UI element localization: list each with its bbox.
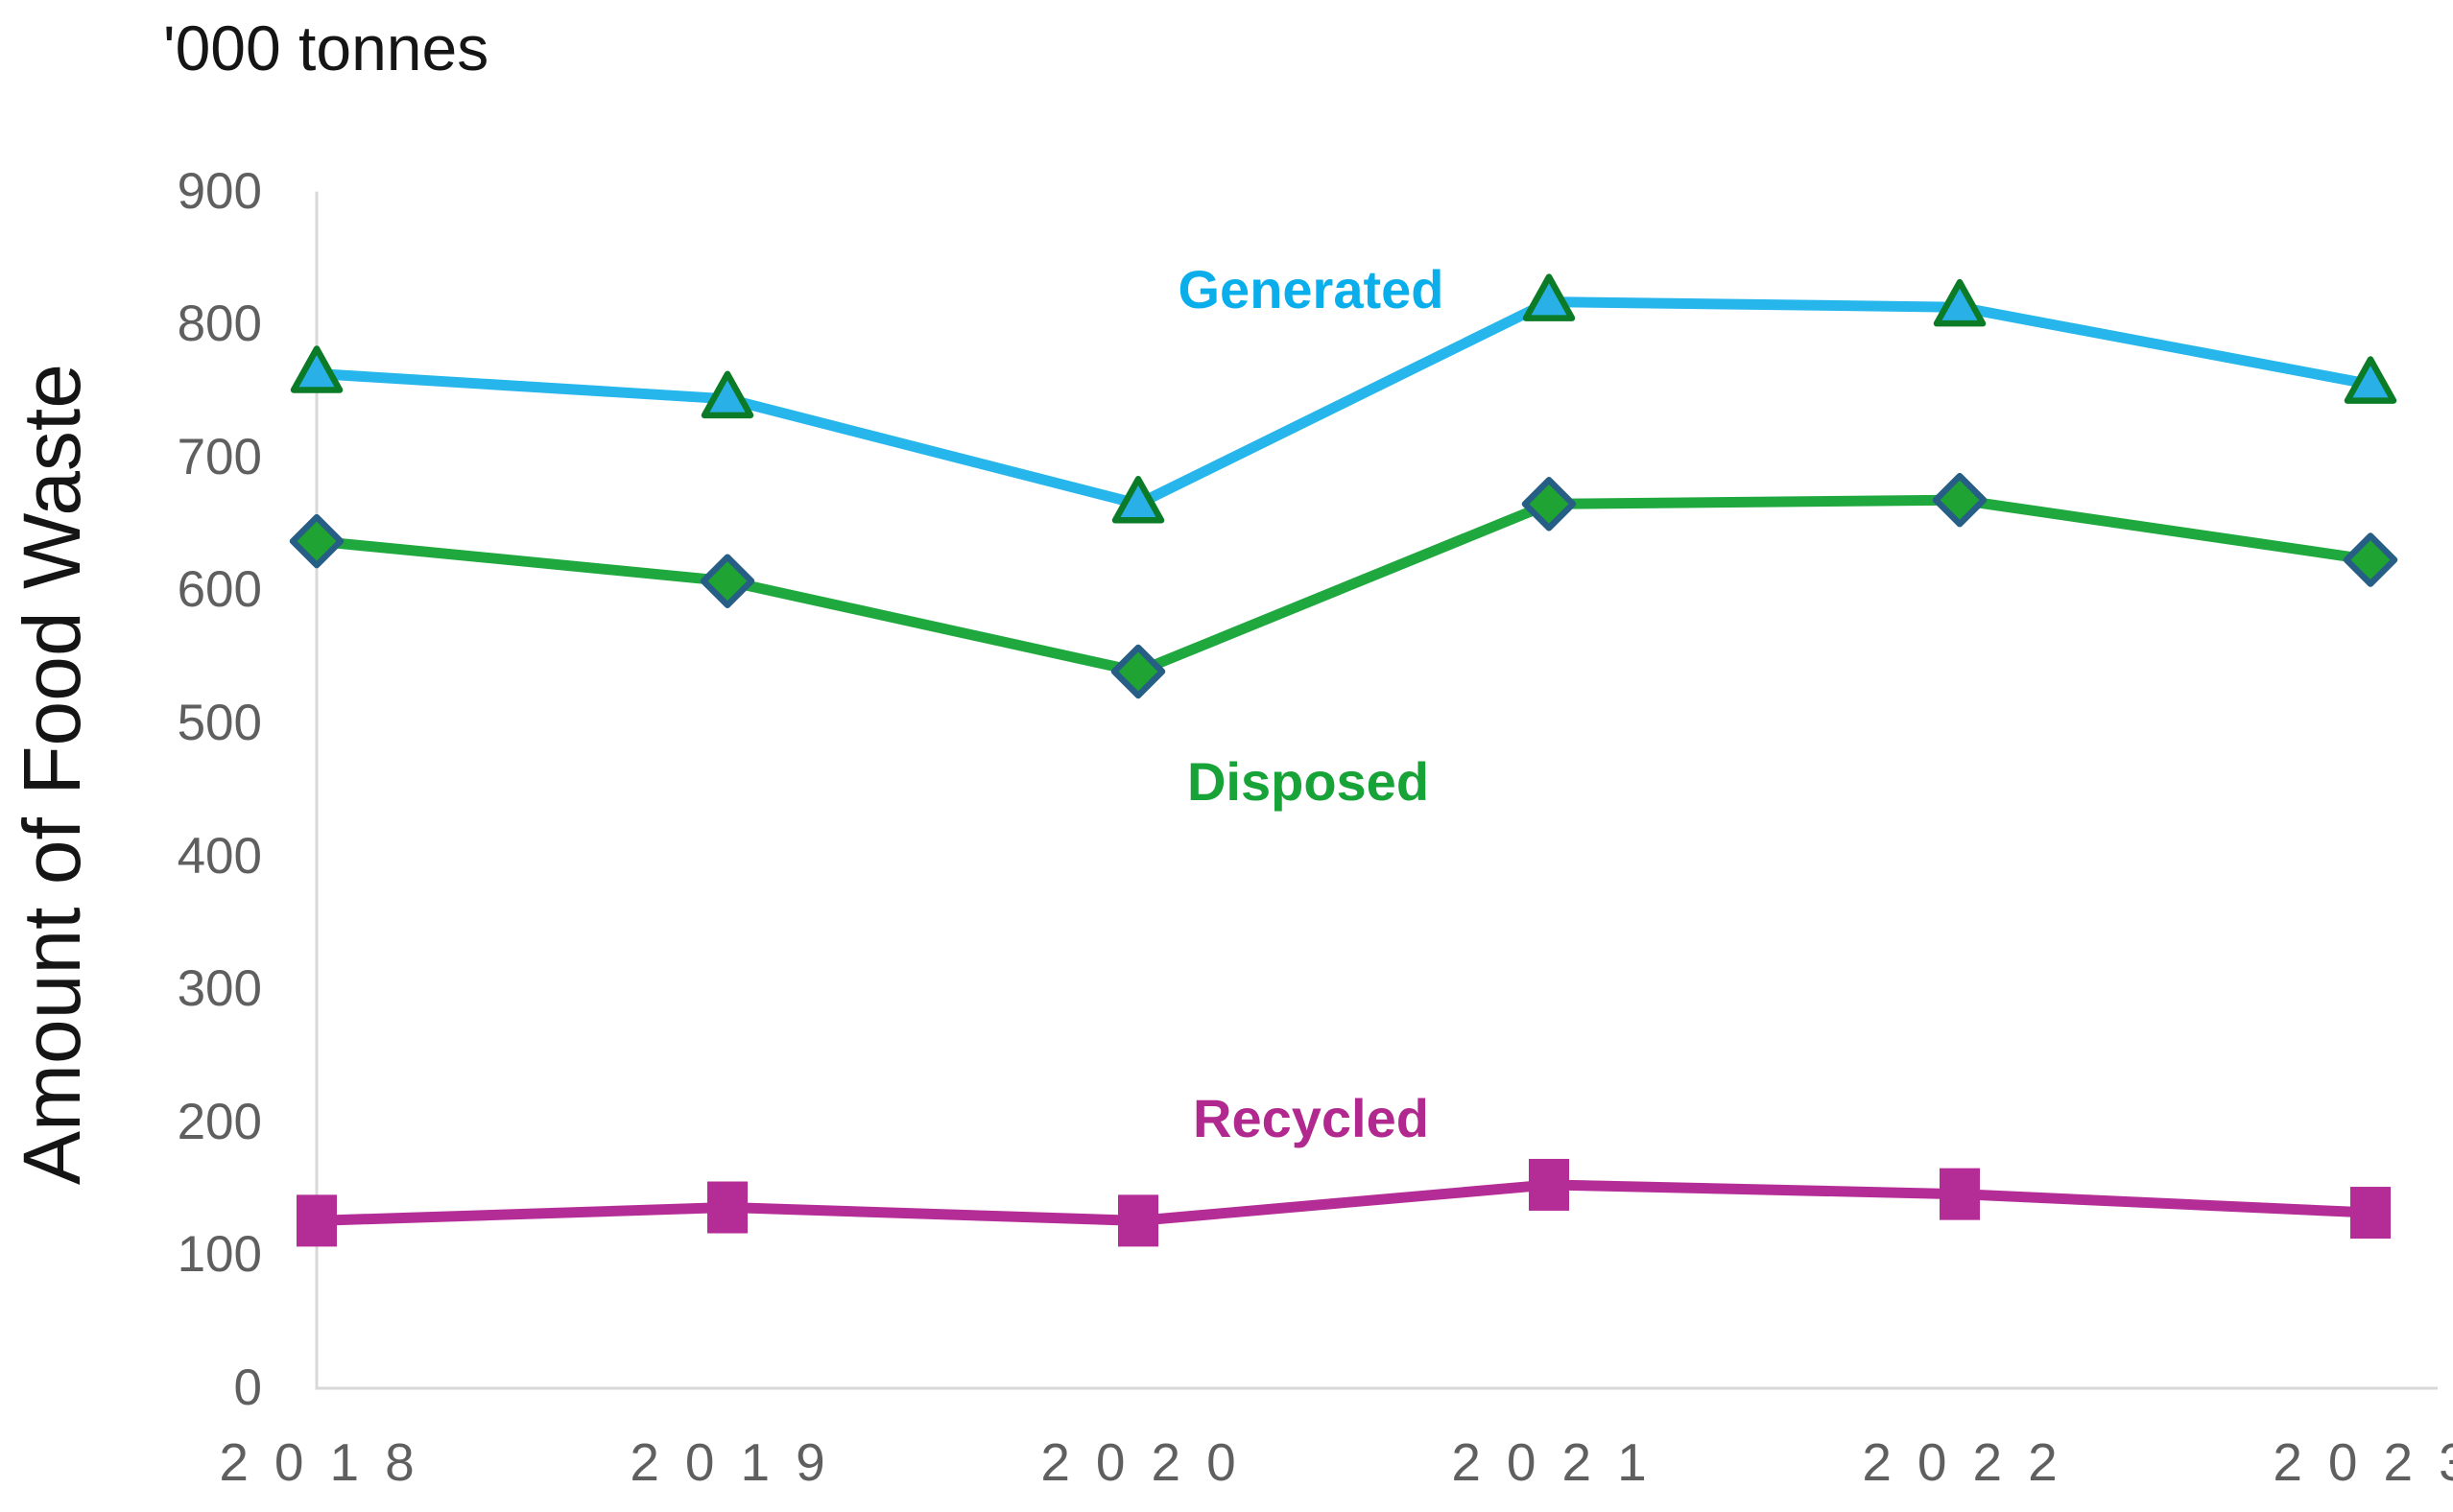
- y-tick-500: 500: [177, 695, 262, 751]
- y-tick-400: 400: [177, 827, 262, 885]
- disposed-marker-2020: [1110, 644, 1166, 699]
- x-tick-2019: 2019: [630, 1432, 851, 1492]
- disposed-marker-2019: [700, 554, 755, 608]
- recycled-marker-2018: [297, 1194, 337, 1247]
- chart-unit-label: '000 tonnes: [163, 12, 489, 83]
- x-tick-2023: 2023: [2273, 1432, 2453, 1492]
- y-tick-600: 600: [177, 561, 262, 619]
- disposed-line: [311, 494, 2376, 677]
- generated-marker-2023: [2344, 356, 2397, 404]
- recycled-marker-2019: [707, 1181, 748, 1234]
- x-tick-2020: 2020: [1040, 1432, 1262, 1492]
- generated-marker-2019: [701, 370, 754, 419]
- disposed-marker-2023: [2343, 532, 2398, 587]
- recycled-marker-2023: [2350, 1187, 2391, 1240]
- disposed-marker-2018: [289, 513, 345, 569]
- recycled-line: [311, 1179, 2376, 1226]
- generated-marker-2018: [290, 345, 344, 393]
- generated-marker-2020: [1111, 476, 1165, 524]
- axis-lines: [315, 191, 2438, 1390]
- x-tick-2022: 2022: [1862, 1432, 2084, 1492]
- recycled-marker-2020: [1118, 1194, 1158, 1247]
- x-tick-2021: 2021: [1451, 1432, 1673, 1492]
- recycled-marker-2022: [1940, 1168, 1980, 1220]
- series-label-generated: Generated: [1178, 259, 1444, 319]
- y-tick-800: 800: [177, 295, 262, 353]
- y-tick-100: 100: [177, 1226, 262, 1284]
- generated-marker-2022: [1933, 278, 1987, 327]
- y-tick-200: 200: [177, 1093, 262, 1150]
- disposed-marker-2022: [1932, 472, 1988, 528]
- disposed-marker-2021: [1521, 477, 1577, 532]
- y-tick-300: 300: [177, 960, 262, 1018]
- y-tick-700: 700: [177, 428, 262, 485]
- series-label-disposed: Disposed: [1186, 751, 1430, 812]
- recycled-marker-2021: [1529, 1158, 1569, 1211]
- series-label-recycled: Recycled: [1193, 1088, 1429, 1148]
- y-tick-900: 900: [177, 162, 262, 220]
- x-tick-2018: 2018: [219, 1432, 441, 1492]
- y-tick-0: 0: [233, 1359, 262, 1416]
- generated-marker-2021: [1522, 273, 1576, 321]
- generated-line: [311, 296, 2376, 509]
